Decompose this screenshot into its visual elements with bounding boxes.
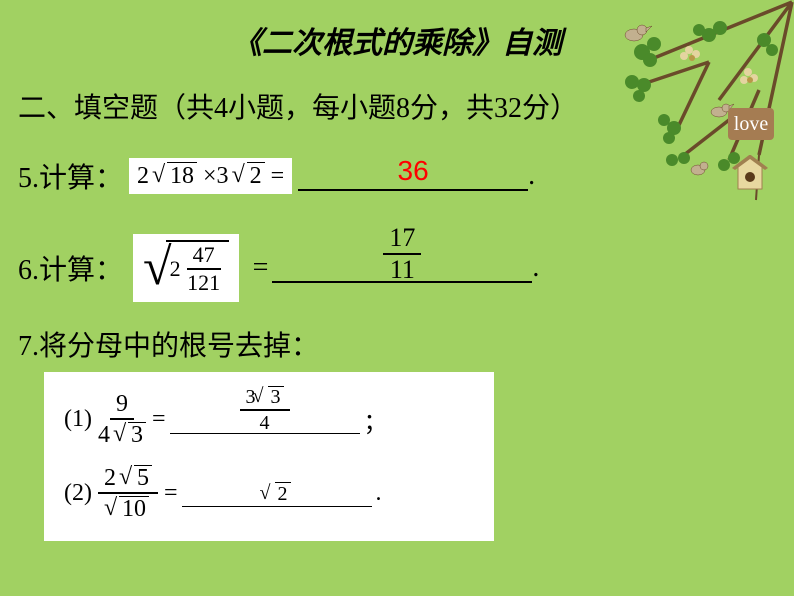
q5-expression: 2 18 ×3 2 = — [129, 158, 292, 194]
question-6: 6.计算： √ 2 47 121 = 17 11 . — [18, 234, 794, 302]
q6-expression: √ 2 47 121 — [133, 234, 239, 302]
q7-item-2: (2) 2 5 10 = 2 . — [64, 465, 474, 521]
q5-label: 5.计算： — [18, 156, 123, 196]
q7-2-answer-blank: 2 — [182, 479, 372, 507]
q6-answer-blank: 17 11 — [272, 253, 532, 283]
question-7-label: 7.将分母中的根号去掉： — [18, 324, 794, 364]
q7-1-answer: 33 4 — [240, 386, 290, 433]
question-5: 5.计算： 2 18 ×3 2 = 36 . — [18, 156, 794, 196]
q5-answer-blank: 36 — [298, 161, 528, 191]
q7-item-1: (1) 9 4 3 = 33 4 ； — [64, 392, 474, 447]
q7-2-answer: 2 — [263, 482, 291, 506]
q6-period: . — [532, 252, 539, 284]
page-title: 《二次根式的乘除》自测 — [0, 0, 794, 62]
birdhouse-decoration — [732, 155, 768, 191]
q6-answer: 17 11 — [383, 225, 421, 283]
q5-period: . — [528, 160, 535, 192]
q6-label: 6.计算： — [18, 248, 123, 288]
section-header: 二、填空题（共4小题，每小题8分，共32分） — [18, 86, 794, 126]
q6-equals: = — [253, 252, 269, 284]
q7-1-answer-blank: 33 4 — [170, 406, 360, 434]
question-7-box: (1) 9 4 3 = 33 4 ； (2) 2 — [44, 372, 494, 541]
love-tag-decoration: love — [728, 108, 774, 140]
